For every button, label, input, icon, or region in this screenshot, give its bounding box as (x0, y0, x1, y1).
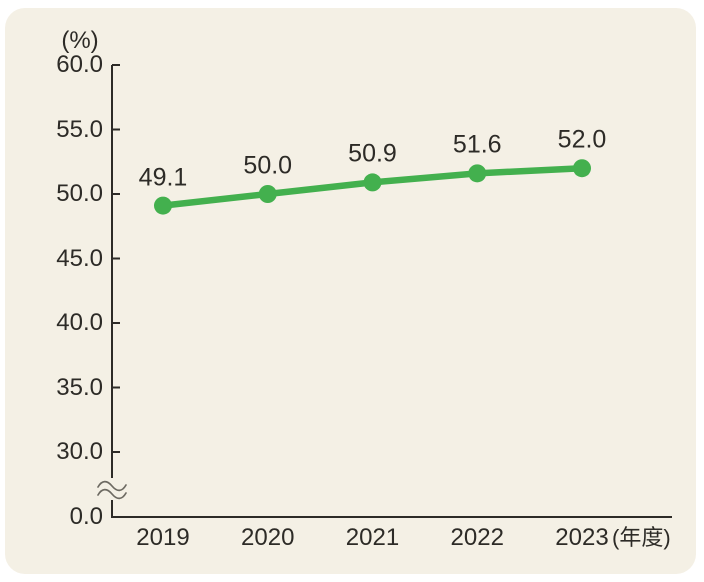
x-tick-label: 2020 (241, 524, 295, 551)
y-tick-label: 30.0 (56, 438, 103, 465)
axis-break-squiggle (97, 480, 127, 492)
y-tick-label: 40.0 (56, 309, 103, 336)
data-point-marker (573, 159, 591, 178)
y-tick-label: 60.0 (56, 51, 103, 78)
y-tick-label: 50.0 (56, 180, 103, 207)
x-tick-label: 2022 (450, 524, 504, 551)
data-point-label: 51.6 (452, 130, 502, 159)
data-point-marker (258, 185, 277, 203)
data-point-marker (363, 173, 382, 192)
data-point-label: 52.0 (557, 125, 607, 154)
series-line (159, 164, 586, 209)
axis-break-squiggle (97, 488, 127, 500)
y-tick-label: 45.0 (56, 244, 103, 272)
x-tick-label: 2021 (345, 524, 400, 551)
x-tick-label: 2019 (136, 524, 190, 551)
data-point-label: 50.0 (243, 151, 293, 180)
y-tick-label: 55.0 (56, 115, 103, 143)
data-point-label: 49.1 (138, 163, 188, 192)
y-axis-unit-label: (%) (61, 27, 99, 54)
data-point-marker (154, 196, 172, 215)
y-tick-label: 35.0 (56, 373, 103, 401)
data-point-label: 50.9 (348, 139, 397, 168)
y-origin-label: 0.0 (69, 503, 103, 530)
x-axis-unit-label: (年度) (612, 525, 671, 550)
x-tick-label: 2023 (555, 524, 609, 551)
data-point-marker (468, 164, 487, 183)
